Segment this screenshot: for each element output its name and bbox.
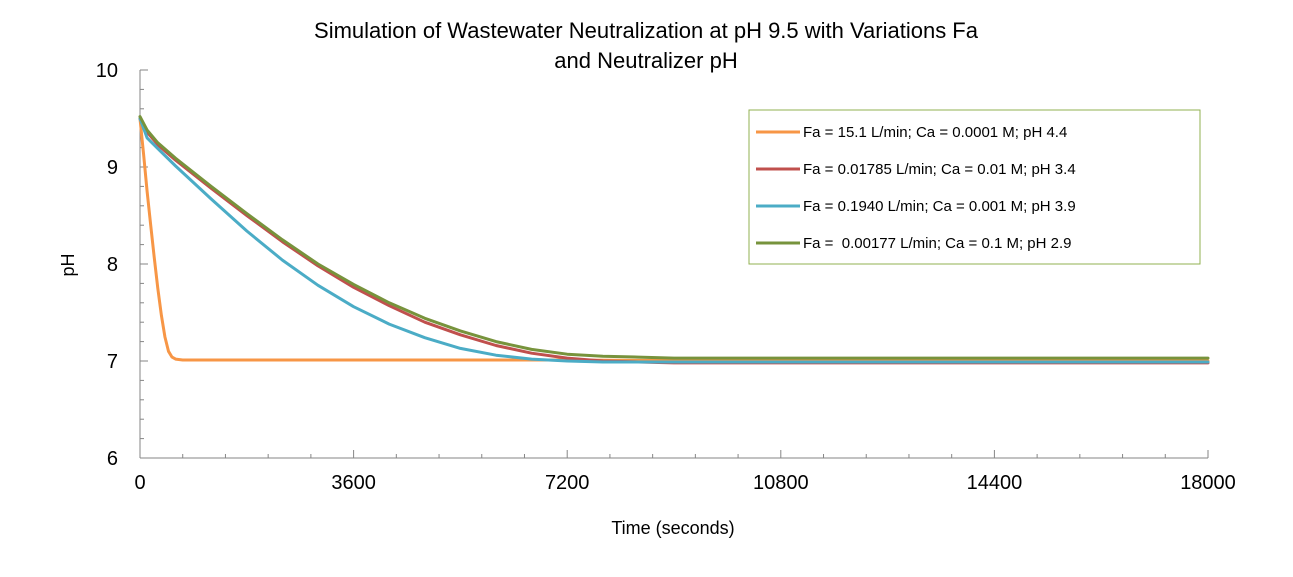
x-axis-title: Time (seconds) xyxy=(611,518,734,538)
chart-legend: Fa = 15.1 L/min; Ca = 0.0001 M; pH 4.4 Fa… xyxy=(748,109,1201,265)
x-tick-label: 3600 xyxy=(331,472,376,494)
legend-box xyxy=(748,109,1201,265)
x-tick-label: 7200 xyxy=(545,472,590,494)
x-tick-label: 18000 xyxy=(1180,472,1236,494)
y-tick-label: 10 xyxy=(96,60,118,82)
series-line xyxy=(138,115,1210,360)
legend-label: Fa = 15.1 L/min; Ca = 0.0001 M; pH 4.4 xyxy=(803,124,1067,141)
x-tick-label: 10800 xyxy=(753,472,809,494)
legend-label: Fa = 0.01785 L/min; Ca = 0.01 M; pH 3.4 xyxy=(803,161,1076,178)
legend-label: Fa = 0.1940 L/min; Ca = 0.001 M; pH 3.9 xyxy=(803,198,1076,215)
chart-title-line-1: Simulation of Wastewater Neutralization … xyxy=(314,18,979,43)
y-tick-label: 6 xyxy=(107,448,118,470)
y-tick-label: 8 xyxy=(107,254,118,276)
x-tick-label: 0 xyxy=(134,472,145,494)
series-line xyxy=(138,117,1210,364)
plot-area: 6 7 8 9 10 0 3600 7200 10800 14400 18000 xyxy=(96,60,1236,494)
y-tick-label: 9 xyxy=(107,157,118,179)
chart-title-line-2: and Neutralizer pH xyxy=(554,48,737,73)
y-tick-label: 7 xyxy=(107,351,118,373)
legend-label: Fa = 0.00177 L/min; Ca = 0.1 M; pH 2.9 xyxy=(803,235,1071,252)
y-axis-title: pH xyxy=(58,253,78,276)
x-tick-label: 14400 xyxy=(967,472,1023,494)
